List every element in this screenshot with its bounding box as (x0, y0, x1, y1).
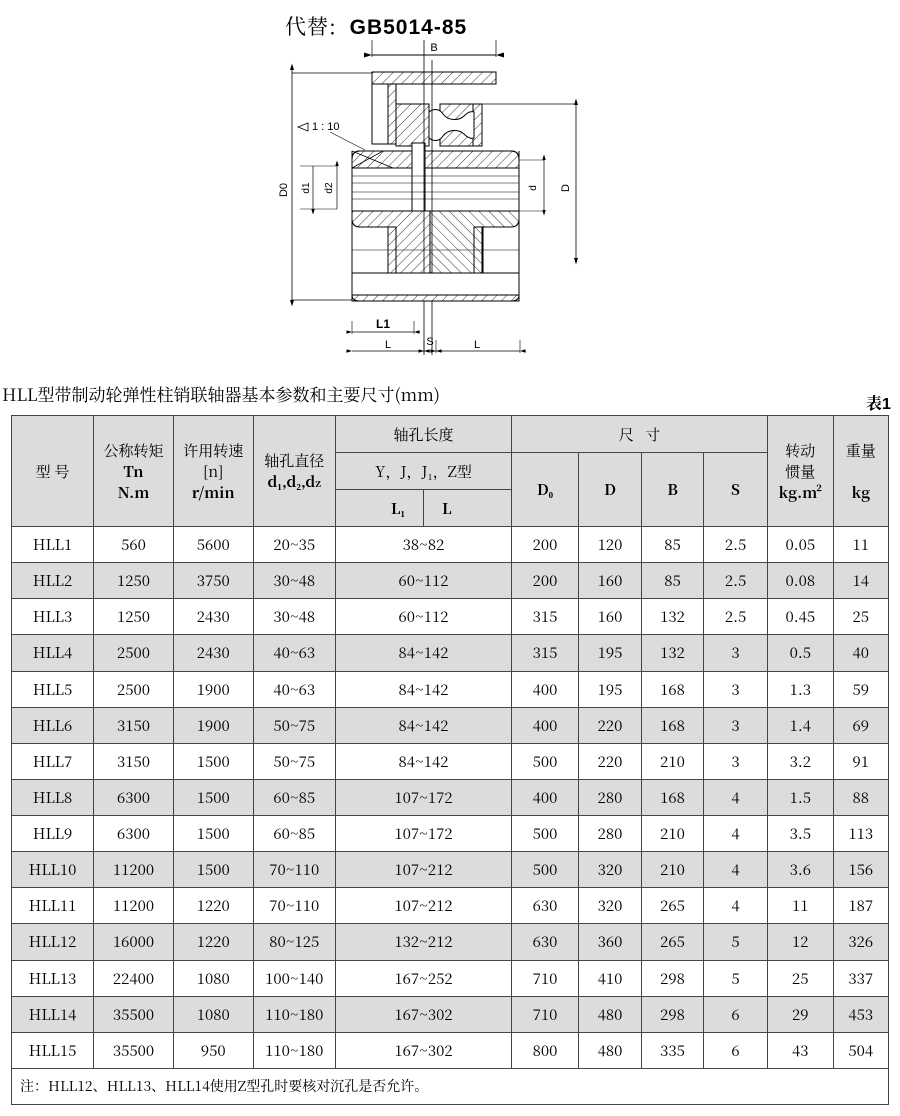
svg-text:D0: D0 (278, 183, 290, 197)
svg-text:d1: d1 (301, 182, 312, 194)
svg-text:1 : 10: 1 : 10 (312, 121, 340, 133)
svg-text:D: D (560, 184, 572, 192)
svg-text:B: B (430, 42, 437, 54)
svg-text:d: d (528, 185, 539, 191)
svg-text:L: L (474, 339, 480, 351)
svg-text:L1: L1 (376, 317, 390, 331)
svg-text:d2: d2 (324, 182, 335, 194)
svg-text:S: S (426, 336, 433, 348)
svg-text:L: L (385, 339, 391, 351)
